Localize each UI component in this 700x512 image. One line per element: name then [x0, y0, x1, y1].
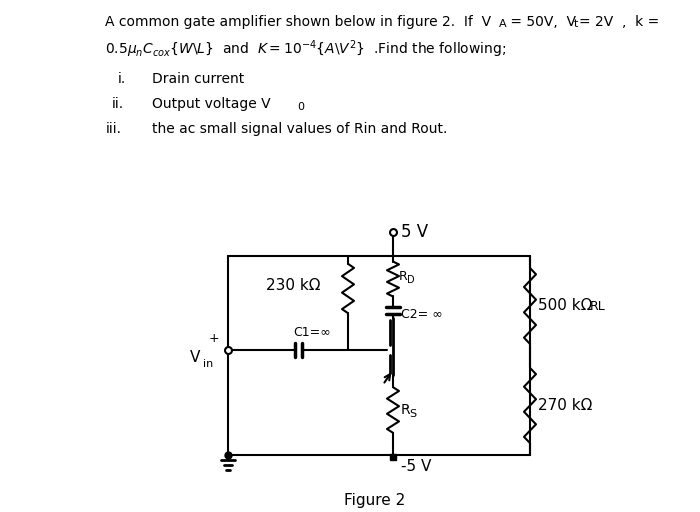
Text: +: +: [209, 331, 219, 345]
Text: 500 kΩ: 500 kΩ: [538, 298, 592, 313]
Text: 230 kΩ: 230 kΩ: [266, 279, 321, 293]
Text: = 2V  ,  k =: = 2V , k =: [579, 15, 659, 29]
Text: Output voltage V: Output voltage V: [152, 97, 271, 111]
Text: -5 V: -5 V: [401, 459, 431, 474]
Text: in: in: [203, 359, 214, 369]
Text: 270 kΩ: 270 kΩ: [538, 398, 592, 413]
Text: V: V: [190, 351, 200, 366]
Text: R: R: [399, 269, 407, 283]
Text: R: R: [401, 403, 411, 417]
Text: 5 V: 5 V: [401, 223, 428, 241]
Text: D: D: [407, 275, 414, 285]
Text: A: A: [499, 19, 507, 29]
Text: i.: i.: [118, 72, 126, 86]
Text: C2= ∞: C2= ∞: [401, 308, 442, 321]
Text: ii.: ii.: [112, 97, 124, 111]
Text: $0.5\mu_n C_{cox}\{W\backslash L\}$  and  $K = 10^{-4}\{A\backslash V^2\}$  .Fin: $0.5\mu_n C_{cox}\{W\backslash L\}$ and …: [105, 38, 506, 59]
Text: S: S: [409, 409, 416, 419]
Text: Figure 2: Figure 2: [344, 493, 405, 507]
Text: A common gate amplifier shown below in figure 2.  If  V: A common gate amplifier shown below in f…: [105, 15, 491, 29]
Text: Drain current: Drain current: [152, 72, 244, 86]
Text: = 50V,  V: = 50V, V: [506, 15, 576, 29]
Text: RL: RL: [590, 300, 606, 312]
Text: C1=∞: C1=∞: [293, 326, 330, 338]
Text: the ac small signal values of Rin and Rout.: the ac small signal values of Rin and Ro…: [152, 122, 447, 136]
Text: iii.: iii.: [106, 122, 122, 136]
Text: t: t: [574, 19, 578, 29]
Text: 0: 0: [297, 102, 304, 112]
